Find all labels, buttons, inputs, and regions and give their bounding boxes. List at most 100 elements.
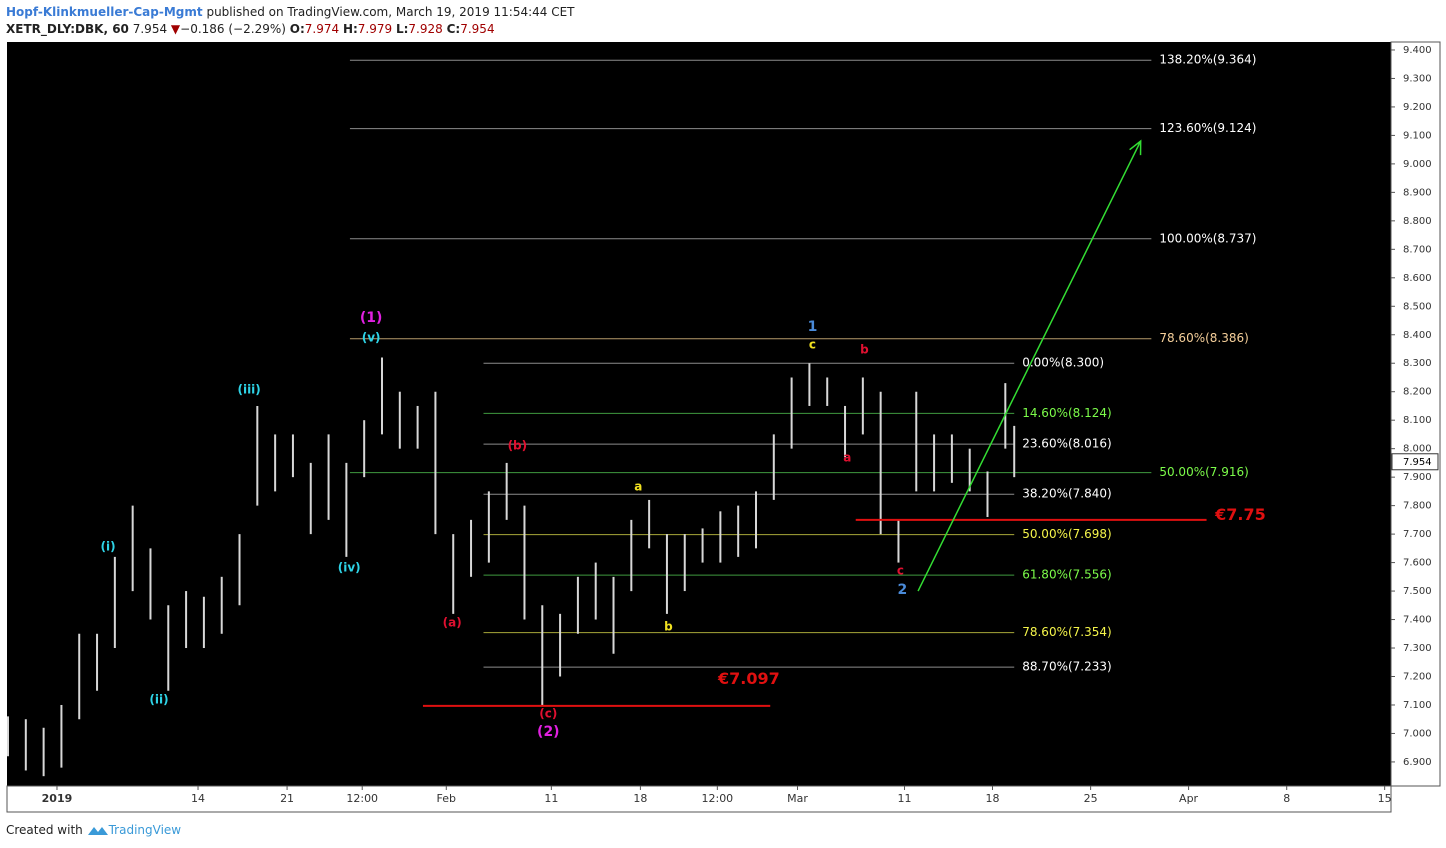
fib-label: 61.80%(7.556) [1022, 568, 1111, 582]
y-tick-label: 7.900 [1403, 472, 1432, 483]
published: published on TradingView.com, March 19, … [206, 5, 575, 19]
wave-label: c [897, 563, 904, 577]
support-label: €7.097 [717, 669, 780, 688]
o: 7.974 [304, 22, 340, 36]
y-tick-label: 8.500 [1403, 301, 1432, 312]
wave-label: 2 [898, 582, 908, 598]
last-price-label: 7.954 [1403, 457, 1432, 468]
y-tick-label: 7.300 [1403, 643, 1432, 654]
x-tick-label: 11 [544, 792, 558, 805]
c-key: C: [446, 22, 461, 36]
fib-label: 78.60%(7.354) [1022, 625, 1111, 639]
wave-label: (ii) [149, 692, 168, 706]
y-tick-label: 8.900 [1403, 187, 1432, 198]
x-tick-label: Mar [787, 792, 808, 805]
fib-label: 50.00%(7.916) [1159, 465, 1248, 479]
y-tick-label: 8.700 [1403, 244, 1432, 255]
arrow-head [1129, 139, 1142, 156]
y-tick-label: 7.100 [1403, 700, 1432, 711]
fib-label: 88.70%(7.233) [1022, 660, 1111, 674]
wave-label: (v) [362, 330, 381, 344]
y-tick-label: 9.000 [1403, 159, 1432, 170]
publisher[interactable]: Hopf-Klinkmueller-Cap-Mgmt [6, 5, 203, 19]
fib-label: 100.00%(8.737) [1159, 231, 1256, 245]
wave-label: (2) [537, 724, 560, 740]
y-tick-label: 7.800 [1403, 501, 1432, 512]
o-key: O: [289, 22, 305, 36]
header-line-1: Hopf-Klinkmueller-Cap-Mgmt published on … [6, 4, 575, 21]
c: 7.954 [460, 22, 495, 36]
wave-label: a [843, 451, 851, 465]
logo [87, 827, 108, 835]
x-tick-label: 15 [1378, 792, 1392, 805]
y-tick-label: 8.200 [1403, 387, 1432, 398]
y-tick-label: 7.200 [1403, 671, 1432, 682]
x-tick-label: 25 [1084, 792, 1098, 805]
price-axis [1390, 41, 1441, 787]
y-tick-label: 7.400 [1403, 615, 1432, 626]
fib-label: 138.20%(9.364) [1159, 53, 1256, 67]
h-key: H: [342, 22, 358, 36]
y-tick-label: 9.100 [1403, 130, 1432, 141]
time-axis [6, 785, 1392, 813]
header: Hopf-Klinkmueller-Cap-Mgmt published on … [6, 4, 575, 38]
wave-label: 1 [808, 319, 818, 335]
x-tick-label: 2019 [42, 792, 73, 805]
l-key: L: [395, 22, 409, 36]
fib-label: 78.60%(8.386) [1159, 331, 1248, 345]
created-with: Created with [6, 823, 83, 837]
x-tick-label: 8 [1283, 792, 1290, 805]
x-tick-label: 11 [898, 792, 912, 805]
last-price-box [1391, 453, 1439, 471]
y-tick-label: 7.600 [1403, 558, 1432, 569]
fib-label: 0.00%(8.300) [1022, 356, 1104, 370]
l: 7.928 [408, 22, 443, 36]
y-tick-label: 7.000 [1403, 728, 1432, 739]
fib-label: 50.00%(7.698) [1022, 527, 1111, 541]
y-tick-label: 8.800 [1403, 216, 1432, 227]
y-tick-label: 6.900 [1403, 757, 1432, 768]
wave-label: c [809, 338, 816, 352]
x-tick-label: 21 [280, 792, 294, 805]
wave-label: (a) [443, 615, 462, 629]
fib-label: 23.60%(8.016) [1022, 437, 1111, 451]
fib-label: 123.60%(9.124) [1159, 121, 1256, 135]
y-tick-label: 9.400 [1403, 45, 1432, 56]
wave-label: (iii) [237, 383, 260, 397]
plot-background [7, 42, 1391, 786]
change: −0.186 (−2.29%) [180, 22, 286, 36]
y-tick-label: 8.100 [1403, 415, 1432, 426]
footer: Created with TradingView [6, 822, 181, 837]
x-tick-label: 14 [191, 792, 205, 805]
x-tick-label: Feb [437, 792, 456, 805]
y-tick-label: 8.400 [1403, 330, 1432, 341]
y-tick-label: 8.600 [1403, 273, 1432, 284]
wave-label: (c) [539, 707, 557, 721]
fib-label: 14.60%(8.124) [1022, 406, 1111, 420]
brand[interactable]: TradingView [108, 823, 182, 837]
x-tick-label: Apr [1179, 792, 1199, 805]
header-line-2: XETR_DLY:DBK, 60 7.954 ▼−0.186 (−2.29%) … [6, 21, 575, 38]
symbol: XETR_DLY:DBK, 60 [6, 22, 129, 36]
last: 7.954 [132, 22, 168, 36]
y-tick-label: 9.300 [1403, 73, 1432, 84]
x-tick-label: 12:00 [346, 792, 378, 805]
wave-label: (iv) [338, 560, 361, 574]
fib-label: 38.20%(7.840) [1022, 487, 1111, 501]
x-tick-label: 18 [633, 792, 647, 805]
wave-label: b [664, 619, 673, 633]
wave-label: (1) [360, 310, 383, 326]
x-tick-label: 12:00 [701, 792, 733, 805]
y-tick-label: 8.000 [1403, 444, 1432, 455]
support-label: €7.75 [1214, 505, 1266, 524]
y-tick-label: 7.500 [1403, 586, 1432, 597]
wave-label: a [634, 479, 642, 493]
y-tick-label: 9.200 [1403, 102, 1432, 113]
h: 7.979 [357, 22, 393, 36]
y-tick-label: 7.700 [1403, 529, 1432, 540]
arrow-line [917, 140, 1142, 592]
wave-label: (i) [101, 539, 116, 553]
arrow: ▼ [170, 22, 181, 36]
